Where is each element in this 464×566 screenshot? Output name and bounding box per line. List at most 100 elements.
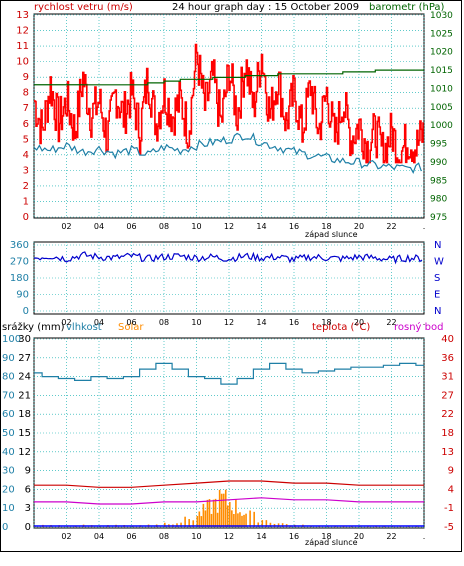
temperature-y-tick: -5: [444, 522, 454, 533]
solar-bar: [277, 523, 280, 527]
wind-y-tick: 10: [16, 57, 29, 68]
wind-y-tick: 12: [16, 26, 29, 37]
solar-bar: [253, 511, 255, 527]
direction-panel-x-tick: 14: [256, 318, 266, 327]
pressure-y-tick: 1015: [430, 66, 453, 76]
pressure-axis-title: barometr (hPa): [369, 2, 445, 13]
climate-panel-x-tick: 12: [224, 532, 234, 541]
pressure-y-tick: 1030: [430, 11, 453, 21]
solar-bar: [208, 499, 211, 527]
wind-panel-x-tick: 18: [321, 222, 331, 231]
wind-y-tick: 2: [23, 181, 29, 192]
wind-secondary-line: [33, 132, 422, 175]
solar-bar: [224, 489, 227, 527]
wind-y-tick: 0: [23, 212, 29, 223]
solar-bar: [237, 513, 239, 527]
sunset-label-bottom: západ slunce: [305, 538, 358, 547]
direction-panel-x-tick: 20: [354, 318, 364, 327]
wind-panel-x-tick: 02: [61, 222, 71, 231]
humidity-y-tick: 0: [2, 522, 8, 533]
solar-bar: [241, 515, 243, 527]
humidity-y-tick: 10: [2, 503, 15, 514]
wind-y-tick: 6: [23, 119, 29, 130]
solar-bar: [233, 514, 235, 527]
climate-panel-x-tick: 20: [354, 532, 364, 541]
temperature-y-tick: 9: [448, 466, 454, 477]
rain-y-tick: 30: [18, 334, 31, 345]
wind-y-tick: 9: [23, 72, 29, 83]
direction-compass-tick: N: [434, 306, 441, 317]
direction-panel-x-tick: 10: [191, 318, 201, 327]
rain-y-tick: 21: [18, 390, 31, 401]
rain-axis-title: srážky (mm): [2, 321, 65, 333]
direction-panel-x-tick: 02: [61, 318, 71, 327]
temperature-y-tick: 36: [441, 353, 454, 364]
graph-title: 24 hour graph day : 15 October 2009: [172, 2, 359, 13]
dew-point-line: [34, 497, 424, 505]
temperature-y-tick: 40: [441, 334, 454, 345]
direction-y-tick: 0: [23, 306, 29, 317]
solar-bar: [235, 499, 237, 527]
wind-panel-x-tick: 22: [386, 222, 396, 231]
climate-panel-x-tick: .: [423, 532, 426, 541]
rain-y-tick: 3: [25, 503, 31, 514]
pressure-line: [34, 69, 424, 86]
solar-bar: [257, 522, 260, 527]
rain-y-tick: 27: [18, 353, 31, 364]
pressure-y-tick: 990: [430, 158, 447, 168]
rain-y-tick: 9: [25, 466, 31, 477]
climate-panel-x-tick: 22: [386, 532, 396, 541]
humidity-y-tick: 90: [2, 353, 15, 364]
solar-bar: [239, 512, 241, 527]
humidity-y-tick: 20: [2, 484, 15, 495]
solar-bar: [192, 520, 195, 527]
solar-bar: [222, 493, 225, 527]
direction-panel-x-tick: 06: [126, 318, 136, 327]
direction-compass-tick: E: [434, 290, 440, 301]
rain-y-tick: 15: [18, 428, 31, 439]
direction-compass-tick: S: [434, 273, 440, 284]
rain-y-tick: 12: [18, 447, 31, 458]
pressure-y-tick: 995: [430, 140, 447, 150]
wind-panel-x-tick: 10: [191, 222, 201, 231]
humidity-axis-title: vlhkost: [66, 322, 102, 333]
wind-y-tick: 3: [23, 165, 29, 176]
solar-bar: [218, 489, 221, 527]
solar-axis-title: Solar: [118, 322, 144, 333]
direction-panel-x-tick: 22: [386, 318, 396, 327]
solar-bar: [243, 514, 245, 527]
direction-y-tick: 360: [10, 240, 29, 251]
solar-bar: [281, 523, 284, 527]
solar-bar: [184, 516, 186, 527]
humidity-y-tick: 40: [2, 447, 15, 458]
rain-y-tick: 6: [25, 484, 31, 495]
solar-bar: [229, 502, 231, 527]
temperature-y-tick: 18: [441, 428, 454, 439]
rain-y-tick: 0: [25, 522, 31, 533]
temperature-y-tick: 22: [441, 409, 454, 420]
humidity-y-tick: 80: [2, 372, 15, 383]
solar-bar: [265, 520, 268, 527]
direction-y-tick: 270: [10, 257, 29, 268]
solar-bar: [261, 520, 264, 527]
temperature-y-tick: -1: [444, 503, 454, 514]
climate-panel-x-tick: 10: [191, 532, 201, 541]
pressure-y-tick: 1000: [430, 121, 453, 131]
wind-y-tick: 4: [23, 150, 29, 161]
solar-bar: [188, 519, 190, 527]
pressure-y-tick: 985: [430, 176, 447, 186]
wind-panel-x-tick: 16: [289, 222, 299, 231]
wind-panel-x-tick: 04: [94, 222, 104, 231]
humidity-y-tick: 100: [2, 334, 21, 345]
wind-panel-x-tick: 08: [159, 222, 169, 231]
wind-panel-x-tick: 14: [256, 222, 266, 231]
pressure-y-tick: 1010: [430, 84, 453, 94]
wind-y-tick: 1: [23, 196, 29, 207]
solar-bar: [249, 510, 251, 527]
direction-panel-x-tick: .: [423, 318, 426, 327]
temperature-y-tick: 13: [441, 447, 454, 458]
wind-y-tick: 7: [23, 103, 29, 114]
wind-axis-title: rychlost vetru (m/s): [34, 2, 133, 13]
wind-panel-x-tick: 20: [354, 222, 364, 231]
